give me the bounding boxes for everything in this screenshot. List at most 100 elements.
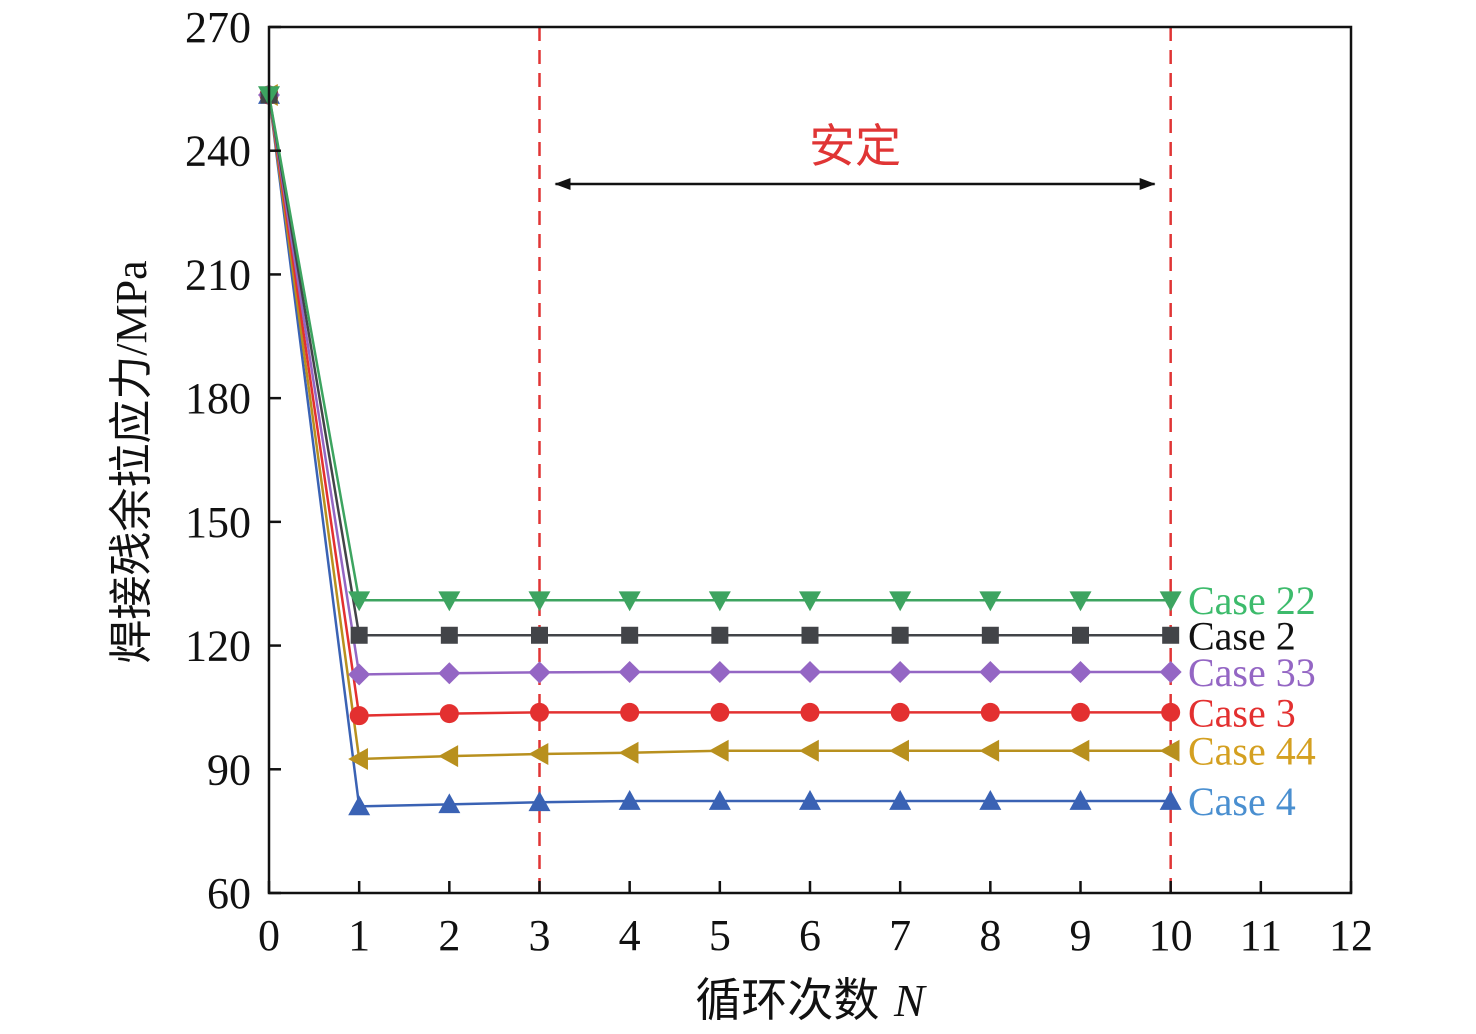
data-point <box>348 795 371 816</box>
data-point <box>439 704 459 724</box>
y-tick-label: 120 <box>185 622 251 671</box>
x-tick-label: 0 <box>258 911 280 960</box>
data-point <box>708 660 731 683</box>
axes: 0 1 2 3 4 5 6 7 8 9 10 11 126090120150180210240270循环… <box>106 3 1373 1027</box>
series-line-case-22 <box>267 94 1171 602</box>
data-point <box>1069 591 1092 612</box>
data-point <box>350 626 368 644</box>
series-line-case-4 <box>267 94 1171 808</box>
series-label-case-33: Case 33 <box>1188 650 1316 695</box>
annotation-text: 安定 <box>809 121 901 172</box>
data-point <box>889 739 909 762</box>
data-point <box>1159 739 1180 762</box>
y-tick-label: 210 <box>185 250 251 299</box>
data-point <box>979 660 1002 683</box>
x-tick-label: 1 <box>348 911 370 960</box>
series-case-4 <box>258 84 1182 816</box>
x-tick-label: 3 <box>529 911 551 960</box>
data-point <box>618 660 641 683</box>
series-label-case-22: Case 22 <box>1188 578 1316 623</box>
data-point <box>528 791 551 812</box>
series-label-case-2: Case 2 <box>1188 613 1296 658</box>
series-case-2 <box>260 86 1180 644</box>
data-point <box>1159 790 1182 810</box>
data-point <box>348 747 368 770</box>
data-point <box>799 790 821 810</box>
data-point <box>889 660 912 683</box>
series-label-case-3: Case 3 <box>1188 690 1296 735</box>
data-point <box>1071 702 1090 722</box>
y-tick-label: 180 <box>185 374 251 423</box>
x-tick-label: 10 <box>1149 911 1193 960</box>
series-layer <box>258 84 1182 816</box>
series-case-22 <box>258 86 1182 612</box>
data-point <box>799 660 821 683</box>
data-point <box>801 626 819 644</box>
series-line-case-33 <box>267 94 1171 676</box>
data-point <box>348 663 371 686</box>
data-point <box>528 743 549 766</box>
data-point <box>618 790 641 810</box>
x-axis-label: 循环次数 N <box>695 973 927 1027</box>
data-point <box>438 745 459 768</box>
series-label-case-44: Case 44 <box>1188 729 1316 774</box>
data-point <box>618 591 641 612</box>
series-line-case-3 <box>267 94 1171 717</box>
data-point <box>438 662 461 685</box>
data-point <box>528 591 551 612</box>
x-tick-label: 5 <box>709 911 731 960</box>
series-line-case-2 <box>267 94 1171 637</box>
y-axis-label: 焊接残余拉应力/MPa <box>106 260 157 663</box>
data-point <box>708 790 731 810</box>
data-point <box>1161 702 1181 722</box>
data-point <box>621 626 639 644</box>
y-tick-label: 240 <box>185 127 251 176</box>
data-point <box>708 591 731 612</box>
x-tick-label: 4 <box>619 911 641 960</box>
x-tick-label: 6 <box>799 911 821 960</box>
data-point <box>438 793 461 814</box>
data-point <box>981 626 999 644</box>
data-point <box>890 702 910 722</box>
data-point <box>980 702 1000 722</box>
data-point <box>891 626 909 644</box>
y-tick-label: 90 <box>207 745 251 794</box>
series-line-case-44 <box>267 94 1171 761</box>
x-tick-label: 2 <box>438 911 460 960</box>
y-tick-label: 150 <box>185 498 251 547</box>
data-point <box>889 591 912 612</box>
x-tick-label: 11 <box>1240 911 1282 960</box>
data-point <box>620 702 640 722</box>
y-tick-label: 270 <box>185 3 251 52</box>
data-point <box>530 702 549 722</box>
data-point <box>440 626 458 644</box>
data-point <box>438 591 461 612</box>
y-tick-label: 60 <box>207 869 251 918</box>
data-point <box>1069 790 1092 810</box>
data-point <box>1159 591 1182 612</box>
data-point <box>800 702 820 722</box>
data-point <box>799 739 819 762</box>
x-tick-label: 9 <box>1070 911 1092 960</box>
data-point <box>711 626 729 644</box>
data-point <box>710 702 730 722</box>
x-tick-label: 12 <box>1329 911 1373 960</box>
data-point <box>979 739 1000 762</box>
data-point <box>1069 739 1090 762</box>
data-point <box>1072 626 1089 644</box>
x-tick-label: 7 <box>889 911 911 960</box>
data-point <box>348 591 371 612</box>
data-point <box>799 591 821 612</box>
data-point <box>1159 660 1182 683</box>
data-point <box>1162 626 1180 644</box>
data-point <box>618 741 639 764</box>
series-label-case-4: Case 4 <box>1188 779 1296 824</box>
data-point <box>1069 660 1092 683</box>
data-point <box>889 790 912 810</box>
reference-lines: 安定 <box>538 27 1172 893</box>
data-point <box>979 591 1002 612</box>
x-tick-label: 8 <box>979 911 1001 960</box>
data-point <box>349 706 369 726</box>
